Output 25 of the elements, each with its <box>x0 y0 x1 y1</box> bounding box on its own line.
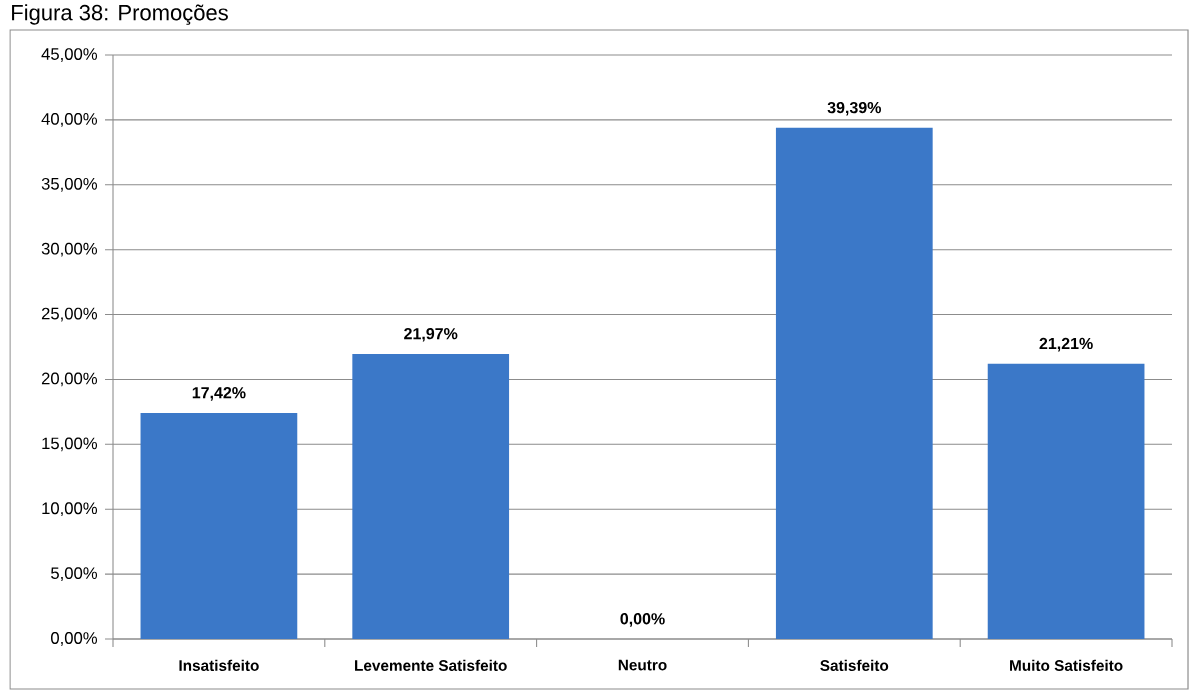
x-tick-label: Muito Satisfeito <box>1010 659 1123 671</box>
chart-title: Figura 38: Promoções <box>12 4 228 25</box>
bar <box>987 363 1145 639</box>
x-tick-label: Insatisfeito <box>179 659 259 671</box>
y-tick-label: 20,00% <box>41 372 98 387</box>
data-label: 21,97% <box>404 327 458 342</box>
y-tick-label: 15,00% <box>42 437 98 452</box>
y-tick-label: 35,00% <box>41 177 98 192</box>
bar <box>140 412 298 639</box>
bar <box>775 127 933 639</box>
x-tick-label: Neutro <box>618 659 667 671</box>
y-tick-label: 10,00% <box>42 502 98 517</box>
y-tick-label: 5,00% <box>51 567 98 581</box>
x-tick-label: Satisfeito <box>820 659 889 671</box>
data-label: 39,39% <box>827 101 881 116</box>
data-label: 21,21% <box>1039 337 1093 352</box>
bar <box>352 353 510 639</box>
y-tick-label: 25,00% <box>41 307 98 322</box>
x-tick-label: Levemente Satisfeito <box>355 659 507 671</box>
y-tick-label: 45,00% <box>41 48 98 62</box>
data-label: 17,42% <box>192 387 246 401</box>
y-tick-label: 0,00% <box>51 632 98 646</box>
y-tick-label: 40,00% <box>41 113 98 127</box>
data-label: 0,00% <box>620 613 665 627</box>
y-tick-label: 30,00% <box>41 242 98 257</box>
